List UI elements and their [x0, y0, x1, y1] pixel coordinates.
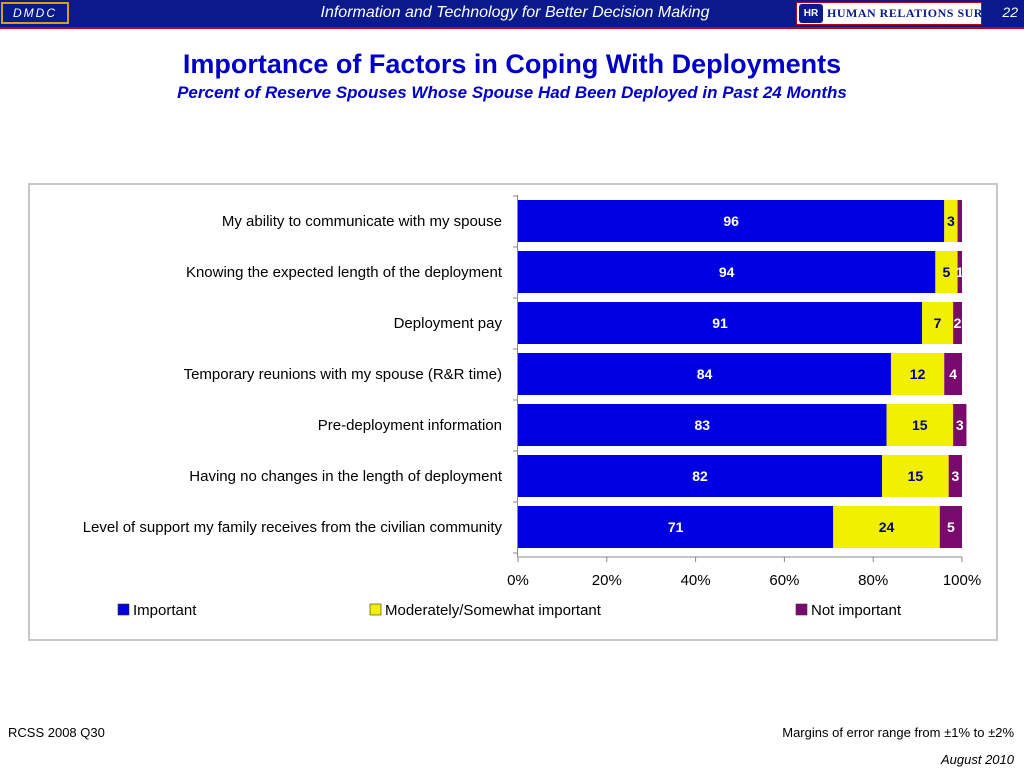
x-tick-label: 0% [507, 572, 529, 589]
header-tagline: Information and Technology for Better De… [320, 4, 710, 21]
x-tick-label: 100% [943, 572, 981, 589]
legend-swatch [795, 603, 808, 616]
bar-segment [957, 251, 962, 293]
data-label: 12 [910, 366, 926, 382]
data-label: 91 [712, 315, 728, 331]
data-label: 1 [956, 264, 964, 280]
x-tick-label: 20% [592, 572, 622, 589]
hrs-logo: HR HUMAN RELATIONS SURVEYS [796, 2, 1016, 25]
category-label: My ability to communicate with my spouse [222, 213, 502, 230]
data-label: 83 [694, 417, 710, 433]
bar-segment [518, 251, 936, 293]
footer-note: Margins of error range from ±1% to ±2% [782, 725, 1014, 740]
data-label: 71 [668, 519, 684, 535]
hrs-logo-mark: HR [799, 4, 823, 23]
data-label: 24 [879, 519, 895, 535]
page-number: 22 [1002, 4, 1018, 20]
bar-segment [944, 200, 958, 242]
bar-segment [953, 404, 967, 446]
data-label: 94 [719, 264, 735, 280]
bar-segment [518, 455, 883, 497]
data-label: 4 [949, 366, 957, 382]
bar-segment [939, 506, 962, 548]
category-label: Having no changes in the length of deplo… [189, 468, 503, 485]
category-label: Temporary reunions with my spouse (R&R t… [184, 366, 502, 383]
bar-segment [953, 302, 962, 344]
bar-segment [518, 506, 834, 548]
bar-segment [890, 353, 945, 395]
data-label: 3 [956, 417, 964, 433]
footer-date: August 2010 [940, 752, 1014, 767]
legend-label: Not important [811, 602, 902, 619]
bar-segment [518, 302, 923, 344]
chart-title: Importance of Factors in Coping With Dep… [182, 49, 842, 79]
data-label: 7 [934, 315, 942, 331]
data-label: 84 [697, 366, 713, 382]
x-tick-label: 40% [681, 572, 711, 589]
bar-segment [944, 353, 962, 395]
chart-subtitle: Percent of Reserve Spouses Whose Spouse … [177, 83, 847, 102]
bar-segment [948, 455, 962, 497]
legend-label: Moderately/Somewhat important [385, 602, 602, 619]
x-tick-label: 60% [769, 572, 799, 589]
bar-segment [518, 404, 887, 446]
legend-swatch [369, 603, 382, 616]
data-label: 15 [908, 468, 924, 484]
data-label: 3 [947, 213, 955, 229]
header-divider [0, 27, 1024, 29]
chart-frame: My ability to communicate with my spouse… [28, 183, 998, 641]
legend-label: Important [133, 602, 197, 619]
category-label: Pre-deployment information [318, 417, 502, 434]
dmdc-logo: DMDC [1, 2, 69, 24]
bar-segment [518, 200, 945, 242]
stacked-bar-chart: My ability to communicate with my spouse… [83, 195, 981, 619]
category-label: Level of support my family receives from… [83, 519, 503, 536]
category-label: Knowing the expected length of the deplo… [186, 264, 503, 281]
x-tick-label: 80% [858, 572, 888, 589]
data-label: 5 [943, 264, 951, 280]
data-label: 15 [912, 417, 928, 433]
legend-swatch [117, 603, 130, 616]
data-label: 96 [723, 213, 739, 229]
footer-source: RCSS 2008 Q30 [8, 725, 105, 740]
data-label: 2 [954, 315, 962, 331]
category-label: Deployment pay [394, 315, 503, 332]
hrs-logo-text: HUMAN RELATIONS SURVEYS [827, 6, 1017, 20]
bar-segment [886, 404, 954, 446]
bar-segment [922, 302, 954, 344]
data-label: 82 [692, 468, 708, 484]
header-bar: DMDC Information and Technology for Bett… [0, 0, 1024, 27]
bar-segment [833, 506, 940, 548]
bar-segment [957, 200, 962, 242]
bar-segment [935, 251, 958, 293]
data-label: 5 [947, 519, 955, 535]
bar-segment [518, 353, 891, 395]
data-label: 3 [951, 468, 959, 484]
bar-segment [882, 455, 949, 497]
